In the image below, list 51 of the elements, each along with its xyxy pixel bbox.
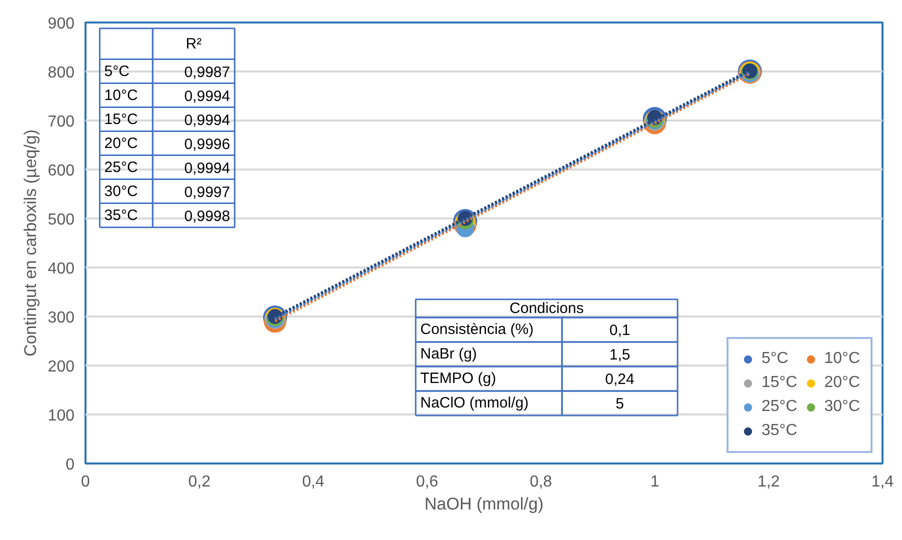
y-tick-label: 500 bbox=[48, 212, 75, 228]
annotation: NaClO (mmol/g) bbox=[420, 394, 529, 412]
annotation: 0,1 bbox=[609, 322, 630, 340]
annotation: 5°C bbox=[104, 62, 130, 80]
annotation: 15°C bbox=[104, 110, 138, 128]
legend-label: 35°C bbox=[762, 422, 798, 440]
legend-label: 5°C bbox=[762, 350, 788, 368]
x-tick-label: 1,4 bbox=[871, 474, 894, 490]
x-tick-label: 0 bbox=[81, 474, 90, 490]
annotation: 20°C bbox=[104, 134, 138, 152]
legend-label: 25°C bbox=[762, 398, 798, 416]
annotation: Consistència (%) bbox=[420, 321, 534, 338]
annotation: 0,9996 bbox=[184, 136, 230, 153]
annotation: 10°C bbox=[104, 86, 138, 104]
y-tick-label: 200 bbox=[48, 358, 75, 376]
annotation: Condicions bbox=[510, 300, 584, 317]
legend-label: 20°C bbox=[824, 374, 860, 392]
annotation: NaBr (g) bbox=[420, 346, 477, 363]
x-tick-label: 1,2 bbox=[758, 474, 780, 490]
y-tick-label: 700 bbox=[48, 114, 75, 130]
annotation: 5 bbox=[616, 396, 624, 413]
annotation: 0,9987 bbox=[184, 64, 230, 81]
x-tick-label: 0,4 bbox=[302, 474, 324, 490]
y-tick-label: 600 bbox=[48, 162, 75, 180]
annotation: 0,9994 bbox=[184, 112, 230, 129]
x-tick-label: 0,8 bbox=[530, 474, 552, 490]
annotation: 0,24 bbox=[605, 371, 634, 388]
annotation: 1,5 bbox=[609, 346, 630, 364]
x-tick-label: 0,6 bbox=[416, 474, 438, 490]
y-tick-label: 400 bbox=[48, 260, 75, 278]
legend-label: 10°C bbox=[824, 350, 860, 368]
y-tick-label: 0 bbox=[66, 456, 75, 474]
x-tick-label: 1 bbox=[650, 474, 660, 490]
annotation: 0,9994 bbox=[184, 88, 230, 105]
y-axis-title: Contingut en carboxils (µeq/g) bbox=[20, 129, 40, 357]
x-tick-label: 0,2 bbox=[188, 474, 211, 490]
y-tick-label: 300 bbox=[48, 310, 75, 326]
legend-label: 15°C bbox=[762, 374, 798, 392]
x-axis-title: NaOH (mmol/g) bbox=[424, 494, 544, 514]
annotation: R² bbox=[186, 35, 202, 52]
y-tick-label: 100 bbox=[48, 408, 75, 424]
y-tick-label: 800 bbox=[48, 64, 75, 82]
y-tick-label: 900 bbox=[48, 16, 75, 32]
annotation: 0,9998 bbox=[184, 208, 230, 225]
annotation: 0,9997 bbox=[184, 184, 230, 201]
annotation: TEMPO (g) bbox=[420, 370, 496, 388]
annotation: 30°C bbox=[104, 182, 138, 200]
annotation: 35°C bbox=[104, 206, 138, 224]
annotation: 25°C bbox=[104, 158, 138, 176]
annotation: 0,9994 bbox=[184, 160, 230, 177]
legend-label: 30°C bbox=[824, 398, 860, 416]
